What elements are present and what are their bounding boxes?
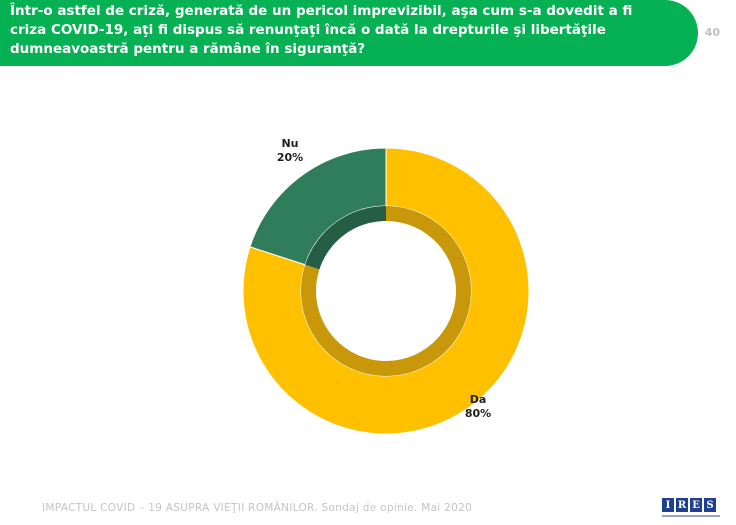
question-text: Într-o astfel de criză, generată de un p… <box>10 3 633 57</box>
slice-nu-inner-ring <box>305 206 386 270</box>
page-number: 40 <box>704 26 720 39</box>
header-banner: Într-o astfel de criză, generată de un p… <box>0 0 698 66</box>
slice-label-nu-value: 20% <box>276 151 304 164</box>
ires-logo: I R E S <box>662 498 720 520</box>
slice-label-nu: Nu 20% <box>270 137 310 165</box>
ires-letter-e: E <box>690 498 702 512</box>
slice-label-da: Da 80% <box>458 393 498 421</box>
slice-label-da-category: Da <box>469 393 487 406</box>
slice-label-da-value: 80% <box>464 407 492 420</box>
ires-letter-r: R <box>676 498 688 512</box>
ires-tagline <box>662 515 720 517</box>
footer-text: IMPACTUL COVID – 19 ASUPRA VIEŢII ROMÂNI… <box>42 502 473 514</box>
slice-label-nu-category: Nu <box>281 137 299 150</box>
donut-slices <box>242 147 530 435</box>
ires-letter-s: S <box>704 498 716 512</box>
ires-letter-i: I <box>662 498 674 512</box>
ires-letters: I R E S <box>662 498 720 512</box>
